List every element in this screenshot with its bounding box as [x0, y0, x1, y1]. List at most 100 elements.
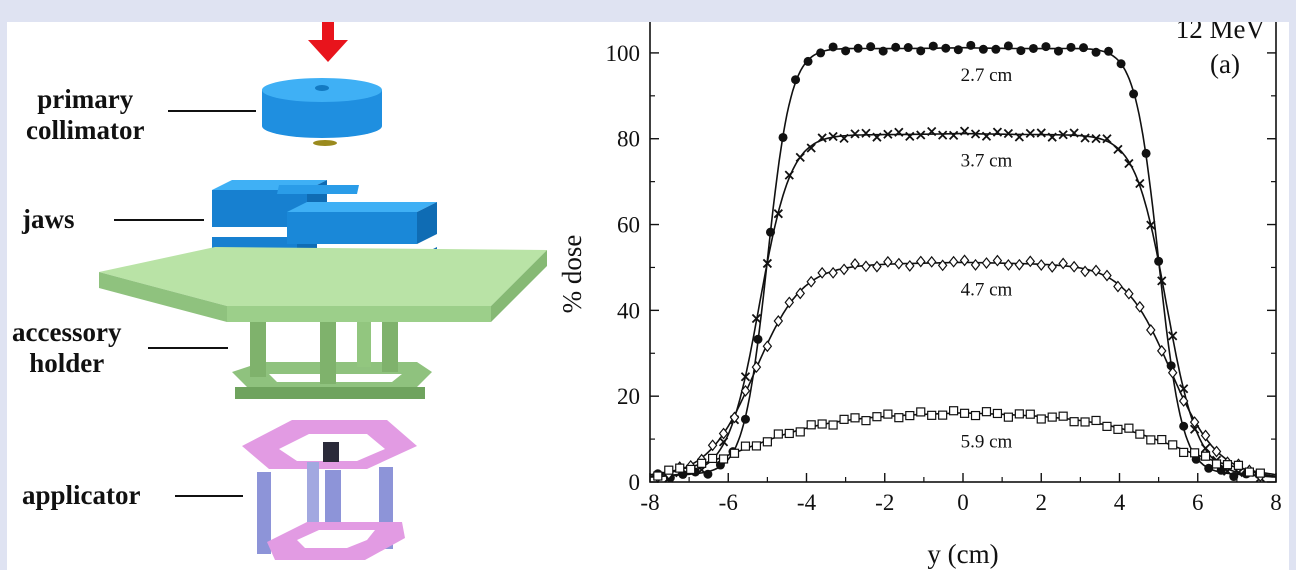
marker-point [828, 131, 838, 142]
marker-point [795, 427, 805, 437]
marker-point [1003, 128, 1014, 139]
marker-point [1091, 133, 1101, 144]
marker-point [1102, 421, 1112, 431]
marker-point [751, 441, 762, 451]
marker-point [883, 129, 893, 139]
marker-point [1066, 42, 1076, 52]
marker-point [941, 43, 951, 53]
marker-point [718, 454, 729, 464]
marker-point [981, 407, 992, 417]
marker-point [905, 259, 915, 272]
marker-point [784, 170, 794, 180]
marker-point [1080, 133, 1090, 143]
marker-point [1047, 412, 1057, 422]
marker-point [1146, 220, 1156, 230]
marker-point [1058, 130, 1068, 140]
marker-point [718, 427, 729, 440]
marker-point [850, 413, 860, 423]
panel-label: (a) [1210, 49, 1240, 79]
marker-point [1047, 260, 1057, 273]
y-tick-label: 100 [606, 41, 641, 66]
x-tick-label: -6 [719, 490, 738, 515]
marker-point [959, 408, 970, 418]
marker-point [1080, 265, 1090, 278]
marker-point [981, 257, 992, 269]
marker-point [1041, 42, 1051, 52]
marker-point [1058, 257, 1068, 270]
x-tick-label: -2 [875, 490, 894, 515]
marker-point [866, 42, 876, 52]
marker-point [850, 129, 860, 139]
marker-point [1025, 255, 1036, 268]
marker-point [740, 372, 751, 382]
marker-point [1069, 128, 1079, 138]
marker-point [981, 131, 992, 141]
marker-point [762, 437, 772, 447]
y-tick-label: 0 [629, 470, 641, 495]
y-tick-label: 40 [617, 298, 640, 323]
marker-point [1124, 423, 1134, 433]
marker-point [850, 258, 860, 270]
marker-point [1102, 269, 1112, 282]
energy-label: 12 MeV [1176, 22, 1266, 44]
marker-point [861, 260, 871, 273]
marker-point [1113, 424, 1123, 434]
x-axis-title: y (cm) [927, 539, 998, 569]
marker-point [872, 132, 882, 142]
marker-point [839, 133, 849, 143]
marker-point [1244, 467, 1254, 477]
marker-point [1079, 43, 1089, 53]
marker-point [1189, 416, 1200, 429]
marker-point [1200, 443, 1211, 453]
marker-point [1069, 260, 1079, 273]
marker-point [718, 437, 729, 447]
marker-point [992, 408, 1003, 419]
marker-point [948, 130, 959, 140]
marker-point [1179, 421, 1189, 431]
marker-point [1204, 463, 1214, 473]
y-tick-label: 60 [617, 213, 640, 238]
marker-point [762, 258, 773, 269]
marker-point [1146, 435, 1156, 445]
marker-point [927, 126, 937, 137]
marker-point [927, 410, 937, 420]
marker-point [1091, 264, 1101, 277]
marker-point [697, 458, 707, 468]
marker-point [1003, 41, 1013, 51]
marker-point [703, 469, 713, 479]
marker-point [816, 48, 826, 58]
marker-point [883, 409, 893, 419]
marker-point [1179, 447, 1189, 458]
applicator-shape [242, 420, 417, 560]
marker-point [861, 416, 871, 426]
marker-point [1080, 417, 1090, 427]
x-tick-label: -4 [797, 490, 817, 515]
marker-point [928, 41, 938, 51]
marker-point [729, 411, 740, 424]
marker-point [1116, 59, 1126, 69]
marker-point [1014, 409, 1024, 419]
markers [653, 40, 1266, 483]
marker-point [1211, 445, 1222, 458]
marker-point [1091, 47, 1101, 57]
marker-point [1003, 258, 1014, 271]
marker-point [1091, 415, 1101, 426]
marker-point [991, 44, 1001, 54]
curve-label: 3.7 cm [961, 151, 1013, 172]
marker-point [970, 410, 981, 421]
marker-point [916, 130, 926, 140]
marker-point [992, 254, 1003, 267]
marker-point [1003, 412, 1013, 422]
marker-point [740, 384, 751, 397]
marker-point [916, 407, 926, 417]
y-tick-label: 80 [617, 127, 640, 152]
marker-point [707, 439, 718, 452]
marker-point [1168, 331, 1178, 341]
x-tick-label: -8 [640, 490, 659, 515]
marker-point [1053, 46, 1063, 56]
marker-point [795, 287, 806, 300]
marker-point [916, 46, 926, 56]
marker-point [751, 361, 762, 374]
